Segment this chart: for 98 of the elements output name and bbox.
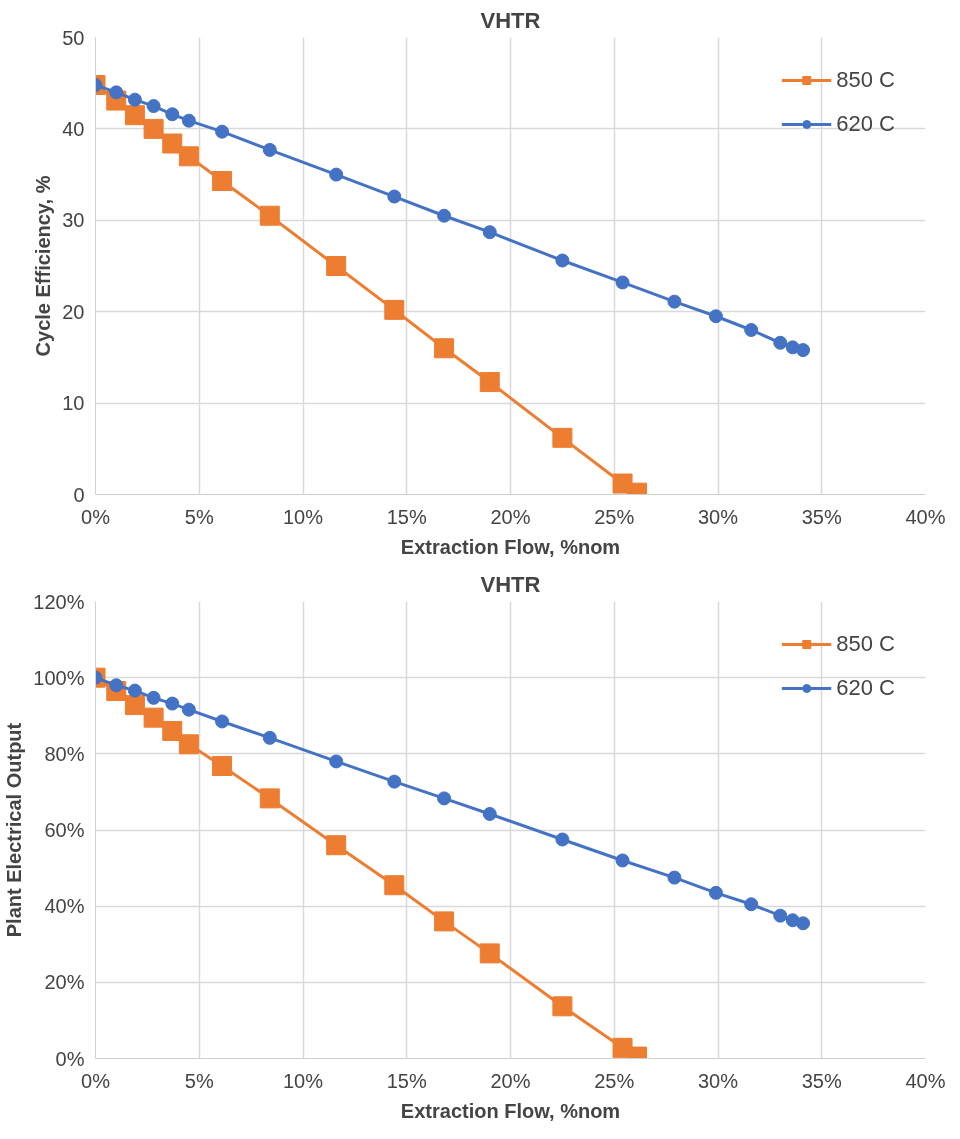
point: [552, 996, 573, 1017]
point: [165, 107, 180, 122]
y-tick-label: 20%: [44, 971, 85, 994]
point: [124, 695, 145, 716]
point: [708, 309, 723, 324]
point: [215, 714, 230, 729]
point: [259, 205, 280, 226]
y-tick-label: 30: [62, 209, 85, 232]
point: [162, 133, 183, 154]
y-tick-label: 40%: [44, 895, 85, 918]
point: [387, 774, 402, 789]
point: [143, 118, 164, 139]
y-tick-label: 0%: [55, 1047, 85, 1070]
point: [434, 911, 455, 932]
y-tick-label: 120%: [33, 590, 85, 613]
x-tick-label: 35%: [801, 505, 842, 528]
point: [262, 730, 277, 745]
x-tick-label: 10%: [282, 505, 324, 528]
y-tick-label: 20: [62, 300, 85, 323]
point: [215, 124, 230, 139]
x-tick-label: 15%: [386, 1069, 427, 1092]
legend-label: 850 C: [836, 67, 895, 93]
chart-title: VHTR: [480, 571, 541, 597]
point: [773, 335, 788, 350]
point: [744, 322, 759, 337]
point: [127, 92, 142, 107]
point: [109, 85, 124, 100]
point: [479, 943, 500, 964]
point: [178, 146, 199, 167]
point: [796, 343, 811, 358]
x-tick-label: 40%: [905, 505, 946, 528]
point: [329, 167, 344, 182]
y-tick-label: 60%: [44, 819, 85, 841]
x-tick-label: 30%: [697, 1069, 739, 1092]
point: [555, 253, 570, 268]
chart-title: VHTR: [480, 7, 541, 33]
x-tick-label: 0%: [81, 1069, 111, 1092]
point: [708, 885, 723, 900]
y-tick-label: 10: [62, 392, 85, 415]
point: [482, 225, 497, 240]
point: [482, 807, 497, 821]
x-tick-label: 20%: [490, 505, 531, 528]
point: [667, 294, 682, 309]
x-tick-label: 10%: [282, 1069, 324, 1092]
point: [162, 720, 183, 741]
point: [326, 256, 347, 276]
point: [143, 707, 164, 728]
x-tick-label: 0%: [81, 505, 111, 528]
point: [384, 875, 405, 896]
y-axis-title: Cycle Efficiency, %: [32, 175, 55, 357]
y-axis-title: Plant Electrical Output: [3, 722, 26, 938]
point: [796, 916, 811, 931]
point: [165, 696, 180, 711]
x-axis-title: Extraction Flow, %nom: [400, 535, 621, 558]
point: [437, 791, 452, 806]
point: [773, 908, 788, 923]
x-tick-label: 40%: [905, 1069, 946, 1092]
point: [329, 754, 344, 769]
point: [384, 299, 405, 320]
point: [437, 208, 452, 223]
point: [181, 702, 196, 717]
point: [615, 853, 630, 868]
point: [146, 690, 161, 705]
x-tick-label: 25%: [594, 1069, 635, 1092]
point: [124, 105, 145, 126]
x-tick-label: 20%: [490, 1069, 531, 1092]
point: [555, 832, 570, 847]
x-tick-label: 15%: [386, 505, 427, 528]
point: [146, 99, 161, 114]
point: [326, 835, 347, 856]
point: [667, 870, 682, 885]
legend-label: 850 C: [836, 631, 895, 657]
y-tick-label: 40: [62, 117, 85, 140]
point: [615, 275, 630, 290]
point: [212, 756, 233, 777]
x-tick-label: 5%: [184, 1069, 214, 1092]
point: [262, 142, 277, 157]
x-tick-label: 25%: [594, 505, 635, 528]
point: [434, 338, 455, 359]
point: [552, 427, 573, 448]
x-tick-label: 35%: [801, 1069, 842, 1092]
point: [744, 897, 759, 912]
y-tick-label: 0: [73, 483, 85, 506]
point: [127, 683, 142, 698]
point: [181, 113, 196, 128]
legend-label: 620 C: [836, 111, 895, 137]
legend-label: 620 C: [836, 675, 895, 701]
x-axis-title: Extraction Flow, %nom: [400, 1099, 621, 1122]
point: [259, 788, 280, 809]
point: [479, 372, 500, 393]
y-tick-label: 50: [62, 26, 85, 49]
y-tick-label: 100%: [33, 666, 85, 689]
point: [212, 171, 233, 191]
point: [178, 734, 199, 755]
point: [387, 189, 402, 204]
x-tick-label: 30%: [697, 505, 739, 528]
x-tick-label: 5%: [184, 505, 214, 528]
y-tick-label: 80%: [44, 742, 85, 765]
